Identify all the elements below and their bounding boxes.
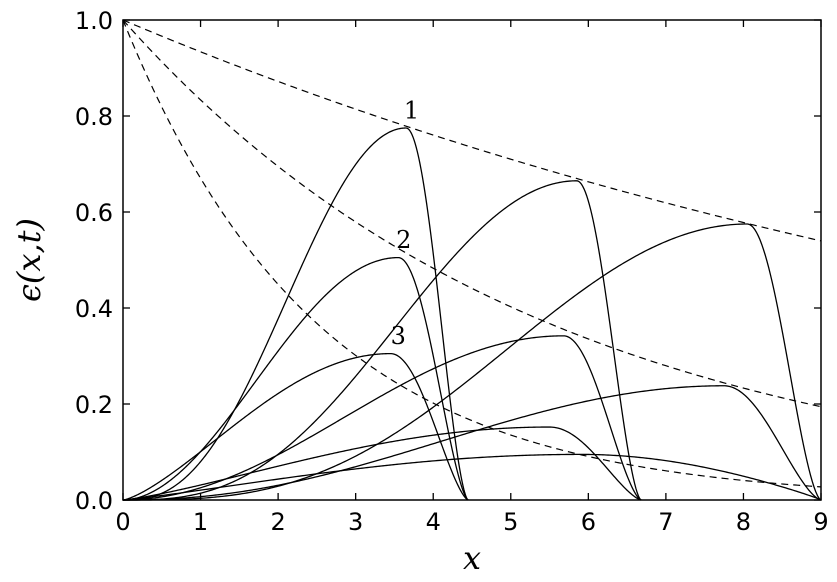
x-tick-label: 9: [813, 508, 828, 536]
curve-annotation-1: 1: [404, 96, 419, 124]
pulse-curve-8: [122, 426, 642, 501]
y-tick-label: 0.8: [75, 103, 113, 131]
pulse-curve-1: [123, 127, 469, 501]
x-tick-label: 7: [658, 508, 673, 536]
annotations-layer: 1 2 3: [391, 96, 419, 350]
x-tick-label: 8: [736, 508, 751, 536]
x-axis-label: x: [463, 539, 481, 577]
x-tick-label: 0: [115, 508, 130, 536]
dashed-curve-1: [122, 19, 822, 242]
x-tick-label: 4: [426, 508, 441, 536]
pulse-curve-5: [123, 335, 642, 501]
x-tick-label: 6: [581, 508, 596, 536]
x-tick-label: 5: [503, 508, 518, 536]
curve-annotation-3: 3: [391, 322, 406, 350]
pulse-curve-3: [123, 223, 822, 501]
pulse-curve-4: [122, 256, 469, 501]
pulse-curve-9: [122, 453, 822, 501]
x-tick-label: 3: [348, 508, 363, 536]
y-tick-label: 0.2: [75, 391, 113, 419]
curve-annotation-2: 2: [396, 226, 411, 254]
pulse-curve-7: [122, 352, 469, 501]
dashed-curve-3: [122, 19, 822, 488]
ticks-layer: 0 1 2 3 4 5 6 7 8 9 0.0 0.2 0.4 0.6 0.8 1.0: [75, 7, 829, 536]
y-tick-label: 0.6: [75, 199, 113, 227]
plot-frame: [122, 19, 822, 501]
x-tick-label: 2: [270, 508, 285, 536]
y-axis-label: ϵ(x,t): [10, 218, 48, 302]
y-tick-label: 0.4: [75, 295, 113, 323]
pulse-curve-2: [123, 180, 642, 501]
y-tick-label: 0.0: [75, 487, 113, 515]
x-tick-label: 1: [193, 508, 208, 536]
dashed-curve-2: [122, 19, 822, 408]
y-tick-label: 1.0: [75, 7, 113, 35]
pulse-curve-6: [123, 385, 822, 501]
curves-layer: [122, 19, 822, 501]
